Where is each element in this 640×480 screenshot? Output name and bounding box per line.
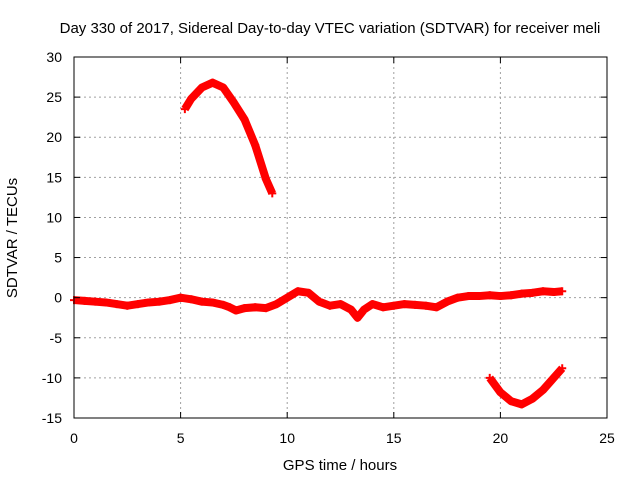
- data-point: [528, 394, 537, 403]
- data-point: [176, 293, 185, 302]
- data-point: [379, 303, 388, 312]
- data-point: [528, 288, 537, 297]
- data-point: [268, 189, 277, 198]
- data-point: [91, 297, 100, 306]
- y-tick-label: 30: [46, 49, 62, 65]
- data-point: [485, 373, 494, 382]
- data-point: [347, 305, 356, 314]
- y-axis-label: SDTVAR / TECUs: [4, 178, 21, 298]
- y-tick-label: -15: [42, 410, 62, 426]
- data-point: [293, 287, 302, 296]
- plot-frame: [73, 56, 608, 419]
- data-point: [240, 115, 249, 124]
- series-line-lower-arc: [486, 365, 566, 409]
- data-point: [208, 78, 217, 87]
- data-point: [485, 291, 494, 300]
- data-point: [208, 298, 217, 307]
- data-point: [229, 98, 238, 107]
- data-point: [101, 298, 110, 307]
- series-line-upper-arc: [181, 78, 276, 195]
- data-point: [133, 300, 142, 309]
- data-point: [187, 94, 196, 103]
- data-point: [240, 304, 249, 313]
- data-point: [558, 364, 567, 373]
- data-point: [464, 292, 473, 301]
- y-tick-label: 10: [46, 209, 62, 225]
- data-point: [225, 303, 234, 312]
- data-point: [261, 304, 270, 313]
- data-point: [155, 297, 164, 306]
- chart-title: Day 330 of 2017, Sidereal Day-to-day VTE…: [60, 20, 601, 37]
- x-tick-label: 5: [177, 430, 185, 446]
- data-point: [549, 288, 558, 297]
- ticks: 0 5 10 15 20 25 -15 -10 -5 0 5 10 15 20 25 30: [42, 49, 615, 446]
- data-point: [389, 301, 398, 310]
- data-point: [123, 301, 132, 310]
- data-point: [517, 289, 526, 298]
- data-point: [315, 297, 324, 306]
- x-tick-label: 0: [70, 430, 78, 446]
- data-point: [443, 297, 452, 306]
- data-point: [232, 306, 241, 315]
- data-point: [539, 385, 548, 394]
- y-tick-label: -10: [42, 370, 62, 386]
- data-point: [400, 300, 409, 309]
- data-point: [165, 296, 174, 305]
- y-tick-label: 5: [54, 250, 62, 266]
- data-point: [251, 303, 260, 312]
- data-point: [549, 373, 558, 382]
- data-point: [539, 287, 548, 296]
- data-point: [197, 297, 206, 306]
- data-point: [558, 287, 567, 296]
- data-point: [432, 303, 441, 312]
- y-tick-label: -5: [50, 330, 63, 346]
- data-point: [453, 293, 462, 302]
- data-point: [80, 296, 89, 305]
- data-point: [353, 313, 362, 322]
- x-tick-label: 15: [386, 430, 402, 446]
- x-axis-label: GPS time / hours: [283, 457, 397, 474]
- y-tick-label: 20: [46, 129, 62, 145]
- data-point: [197, 83, 206, 92]
- y-tick-label: 25: [46, 89, 62, 105]
- data-point: [411, 300, 420, 309]
- x-tick-label: 10: [279, 430, 295, 446]
- data-point: [507, 397, 516, 406]
- data-point: [180, 105, 189, 114]
- data-point: [336, 300, 345, 309]
- data-point: [219, 300, 228, 309]
- data-point: [283, 293, 292, 302]
- data-point: [251, 141, 260, 150]
- data-point: [272, 300, 281, 309]
- data-point: [261, 174, 270, 183]
- data-point: [421, 301, 430, 310]
- x-tick-label: 20: [493, 430, 509, 446]
- data-point: [368, 300, 377, 309]
- data-point: [112, 300, 121, 309]
- data-point: [219, 83, 228, 92]
- data-point: [144, 298, 153, 307]
- data-point: [507, 291, 516, 300]
- data-point: [517, 400, 526, 409]
- data-point: [475, 292, 484, 301]
- data-point: [359, 305, 368, 314]
- data-point: [496, 292, 505, 301]
- x-tick-label: 25: [599, 430, 615, 446]
- grid: [74, 57, 607, 418]
- y-tick-label: 15: [46, 169, 62, 185]
- y-tick-label: 0: [54, 290, 62, 306]
- data-point: [496, 388, 505, 397]
- data-series: [70, 78, 567, 409]
- data-point: [304, 288, 313, 297]
- data-point: [187, 295, 196, 304]
- data-point: [325, 301, 334, 310]
